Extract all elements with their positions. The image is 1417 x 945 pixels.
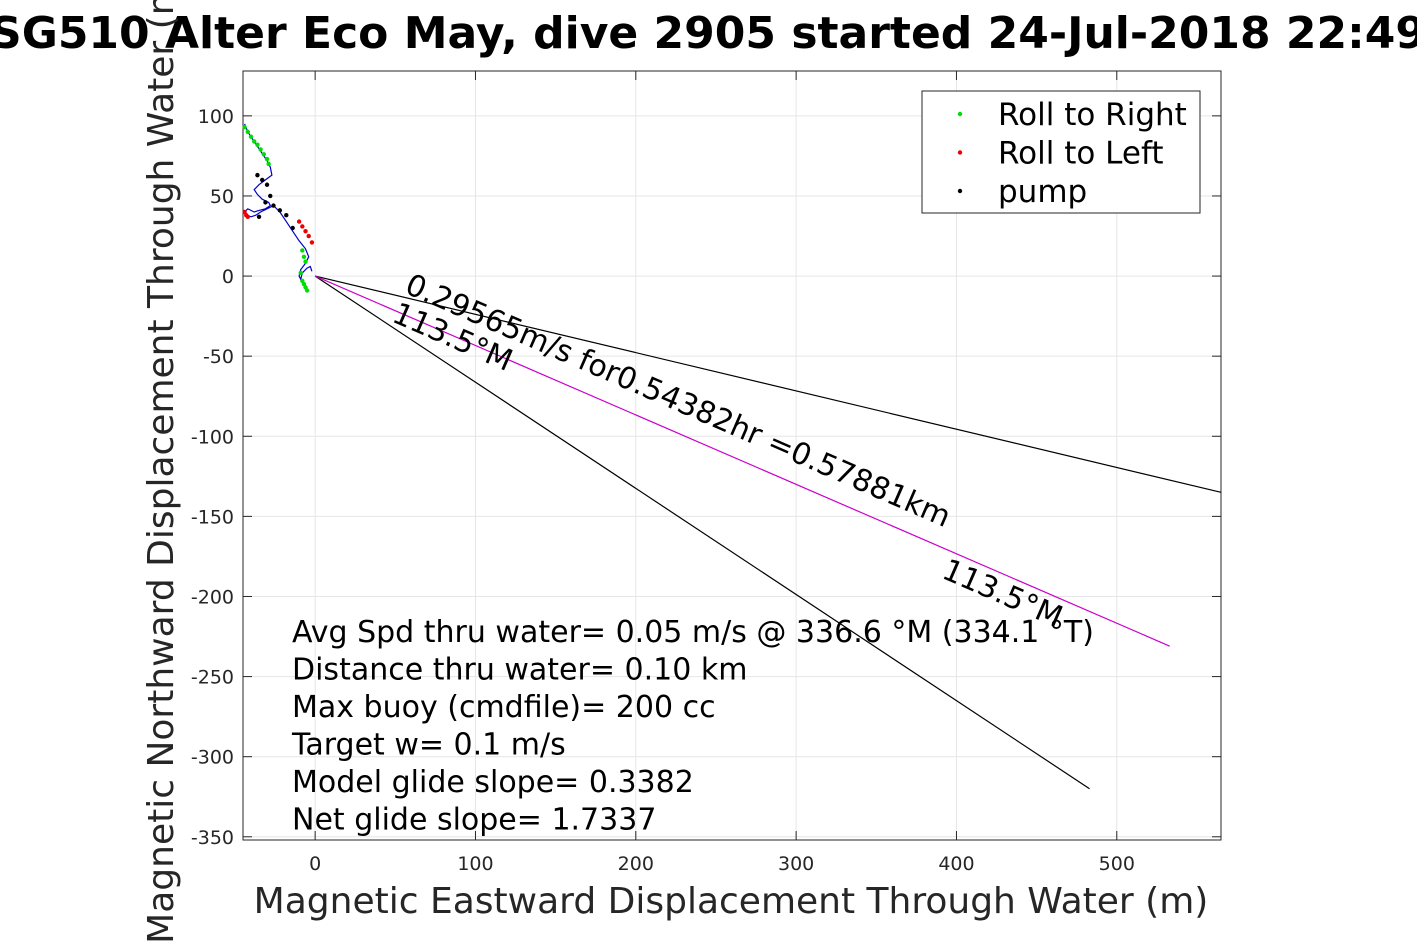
stat-line: Avg Spd thru water= 0.05 m/s @ 336.6 °M … — [292, 615, 1094, 650]
reference-lines — [314, 275, 1222, 790]
legend-label: Roll to Right — [998, 97, 1187, 133]
point-roll-to-right — [303, 259, 308, 264]
point-pump — [260, 177, 265, 183]
point-roll-to-left — [306, 233, 311, 239]
point-pump — [264, 182, 270, 187]
stat-line: Distance thru water= 0.10 km — [292, 653, 747, 688]
point-roll-to-right — [301, 254, 307, 260]
point-roll-to-right — [245, 129, 251, 135]
point-roll-to-left — [296, 219, 302, 224]
y-tick-label: 100 — [198, 106, 234, 128]
point-roll-to-right — [298, 270, 303, 276]
x-tick-label: 0 — [309, 853, 321, 875]
y-tick-label: -200 — [191, 586, 234, 608]
legend-label: Roll to Left — [998, 136, 1164, 172]
x-tick-label: 500 — [1099, 853, 1135, 875]
point-roll-to-right — [266, 161, 271, 167]
chart-title: SG510 Alter Eco May, dive 2905 started 2… — [0, 8, 1417, 59]
legend-marker — [957, 150, 963, 155]
stat-line: Max buoy (cmdfile)= 200 cc — [292, 690, 716, 725]
point-roll-to-right — [258, 147, 263, 152]
legend-marker — [957, 111, 963, 117]
reference-line — [314, 275, 1170, 647]
point-roll-to-right — [242, 124, 247, 130]
y-tick-label: -250 — [191, 667, 234, 689]
point-roll-to-left — [300, 224, 305, 229]
point-pump — [255, 172, 260, 178]
legend-marker — [957, 188, 963, 194]
y-axis-label: Magnetic Northward Displacement Through … — [141, 0, 182, 944]
y-tick-label: -100 — [191, 426, 234, 448]
y-tick-label: -50 — [203, 346, 234, 368]
reference-line — [314, 275, 1090, 790]
y-tick-label: 50 — [210, 186, 234, 208]
plot-area — [242, 70, 1222, 841]
x-tick-label: 400 — [938, 853, 974, 875]
y-tick-label: 0 — [222, 266, 234, 288]
stats-text: Avg Spd thru water= 0.05 m/s @ 336.6 °M … — [291, 615, 1094, 838]
legend-label: pump — [998, 174, 1087, 210]
point-pump — [271, 203, 276, 208]
x-tick-label: 300 — [778, 853, 814, 875]
point-roll-to-right — [300, 248, 305, 253]
x-tick-label: 200 — [618, 853, 654, 875]
marker-points — [242, 124, 315, 293]
x-axis-label: Magnetic Eastward Displacement Through W… — [254, 881, 1209, 922]
point-pump — [263, 200, 268, 205]
point-roll-to-right — [261, 152, 267, 157]
point-roll-to-right — [255, 142, 260, 147]
y-tick-label: -300 — [191, 747, 234, 769]
y-tick-label: -150 — [191, 506, 234, 528]
point-pump — [290, 225, 295, 231]
y-tick-label: -350 — [191, 827, 234, 849]
point-roll-to-right — [252, 139, 257, 144]
point-roll-to-right — [248, 134, 254, 139]
point-pump — [277, 208, 283, 213]
point-pump — [284, 212, 289, 218]
point-roll-to-left — [309, 240, 315, 245]
stat-line: Model glide slope= 0.3382 — [292, 765, 694, 800]
point-roll-to-right — [304, 288, 310, 293]
reference-line — [315, 275, 1222, 493]
point-roll-to-left — [303, 229, 308, 234]
point-roll-to-left — [245, 214, 251, 219]
stat-line: Net glide slope= 1.7337 — [292, 803, 656, 838]
point-pump — [268, 193, 273, 199]
x-tick-label: 100 — [457, 853, 493, 875]
point-roll-to-right — [264, 156, 270, 162]
legend-box — [921, 90, 1201, 214]
point-roll-to-right — [301, 281, 307, 287]
point-pump — [256, 214, 262, 219]
stat-line: Target w= 0.1 m/s — [291, 728, 566, 763]
axis-ticks: 0 100 200 300 400 500100500-50-100-150-200-25… — [191, 71, 1221, 875]
